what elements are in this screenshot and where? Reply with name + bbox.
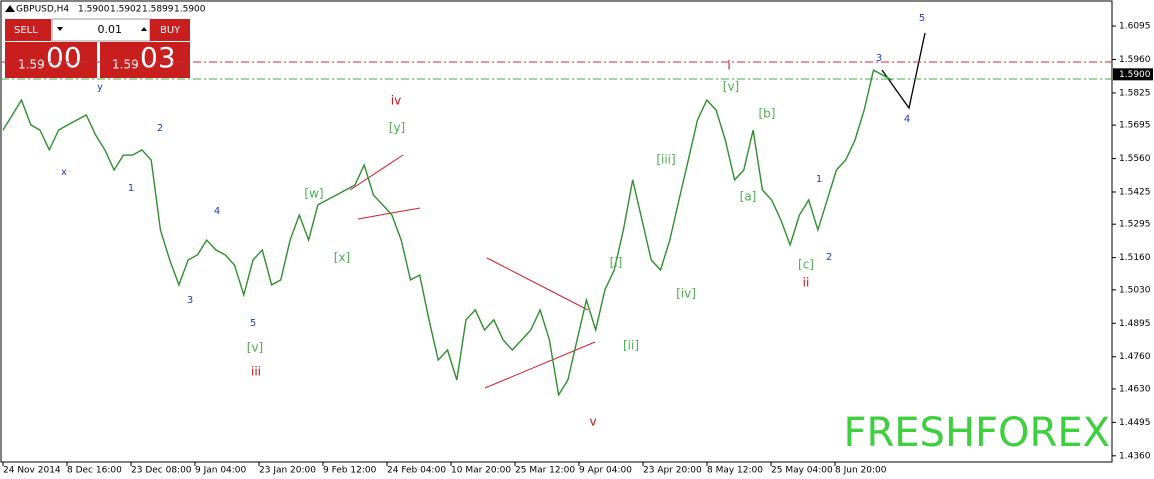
y-tick-label: 1.5030 [1119,285,1151,295]
y-tick-label: 1.5825 [1119,88,1151,98]
wave-label: 2 [157,123,163,134]
y-tick-label: 1.5425 [1119,187,1151,197]
wave-label: y [97,82,103,93]
y-tick-label: 1.5560 [1119,154,1151,164]
x-tick-label: 8 Jun 20:00 [835,466,887,476]
current-price: 1.5900 [1119,70,1151,80]
chart-title: GBPUSD,H4 [16,5,69,15]
x-tick-label: 10 Mar 20:00 [451,466,511,476]
wave-label: 3 [187,295,193,306]
wave-label: 2 [826,252,832,263]
x-tick-label: 9 Apr 04:00 [579,466,632,476]
x-tick-label: 23 Jan 20:00 [259,466,316,476]
x-tick-label: 8 Dec 16:00 [67,466,122,476]
x-tick-label: 24 Feb 04:00 [387,466,446,476]
trend-line [484,341,596,389]
y-tick-label: 1.4760 [1119,352,1151,362]
trend-line [349,154,404,191]
wave-label: [ii] [623,339,639,353]
wave-label: [a] [740,190,757,204]
wave-label: ii [803,276,810,290]
x-tick-label: 23 Apr 20:00 [643,466,702,476]
wave-label: [c] [798,258,814,272]
x-tick-label: 25 May 04:00 [771,466,833,476]
wave-label: [v] [247,341,263,355]
buy-label: BUY [160,25,181,36]
y-tick-label: 1.5695 [1119,121,1151,131]
wave-label: [b] [759,107,776,121]
current-price-box [1113,68,1153,81]
quote: 1.5900 [174,5,206,15]
wave-label: 4 [214,206,220,217]
y-tick-label: 1.5960 [1119,55,1151,65]
x-tick-label: 23 Dec 08:00 [131,466,192,476]
x-tick-label: 9 Feb 12:00 [323,466,377,476]
collapse-icon[interactable] [5,5,15,12]
lot-up[interactable] [141,27,147,31]
sell-price: 1.59 [18,58,45,72]
x-tick-label: 9 Jan 04:00 [195,466,247,476]
wave-label: 4 [904,114,910,125]
sell-label: SELL [14,25,38,36]
wave-label: [iv] [676,287,696,301]
triangle-lines [349,154,596,389]
sell-pips: 00 [46,41,82,74]
buy-button[interactable] [150,19,190,41]
wave-label: [v] [723,80,739,94]
trade-panel: SELL 0.01 BUY 1.59 00 1.59 03 [5,18,190,78]
y-tick-label: 1.4895 [1119,319,1151,329]
buy-price: 1.59 [112,58,139,72]
wave-label: 5 [250,318,256,329]
y-tick-label: 1.4495 [1119,418,1151,428]
wave-label: 1 [816,174,822,185]
wave-label: [y] [389,121,405,135]
wave-label: iv [391,94,401,108]
y-tick-label: 1.4360 [1119,451,1151,461]
x-tick-label: 24 Nov 2014 [3,466,61,476]
wave-label: v [589,415,596,429]
wave-label: [i] [610,256,623,270]
wave-label: [w] [304,187,323,201]
y-tick-label: 1.5295 [1119,220,1151,230]
projection [881,32,926,110]
watermark: FRESHFOREX [843,410,1110,456]
wave-label: i [727,59,730,73]
price-line [2,69,893,397]
wave-label: x [61,167,67,178]
y-tick-label: 1.6095 [1119,22,1151,32]
trend-line [486,257,589,311]
buy-price-box[interactable] [100,42,190,78]
wave-label: 5 [919,13,925,24]
buy-pips: 03 [140,41,176,74]
quote: 1.5899 [142,5,174,15]
wave-label: iii [251,365,261,379]
y-tick-label: 1.4630 [1119,384,1151,394]
wave-label: 3 [876,53,882,64]
trend-line [357,207,421,220]
lot-value: 0.01 [98,23,123,36]
sell-button[interactable] [5,19,51,41]
sell-price-box[interactable] [5,42,97,78]
quote: 1.5902 [110,5,142,15]
wave-label: [iii] [656,153,675,167]
lot-down[interactable] [57,27,63,31]
quote: 1.5900 [78,5,110,15]
wave-label: 1 [128,183,134,194]
wave-label: [x] [334,251,350,265]
x-tick-label: 25 Mar 12:00 [515,466,575,476]
y-tick-label: 1.5160 [1119,253,1151,263]
x-tick-label: 8 May 12:00 [707,466,763,476]
